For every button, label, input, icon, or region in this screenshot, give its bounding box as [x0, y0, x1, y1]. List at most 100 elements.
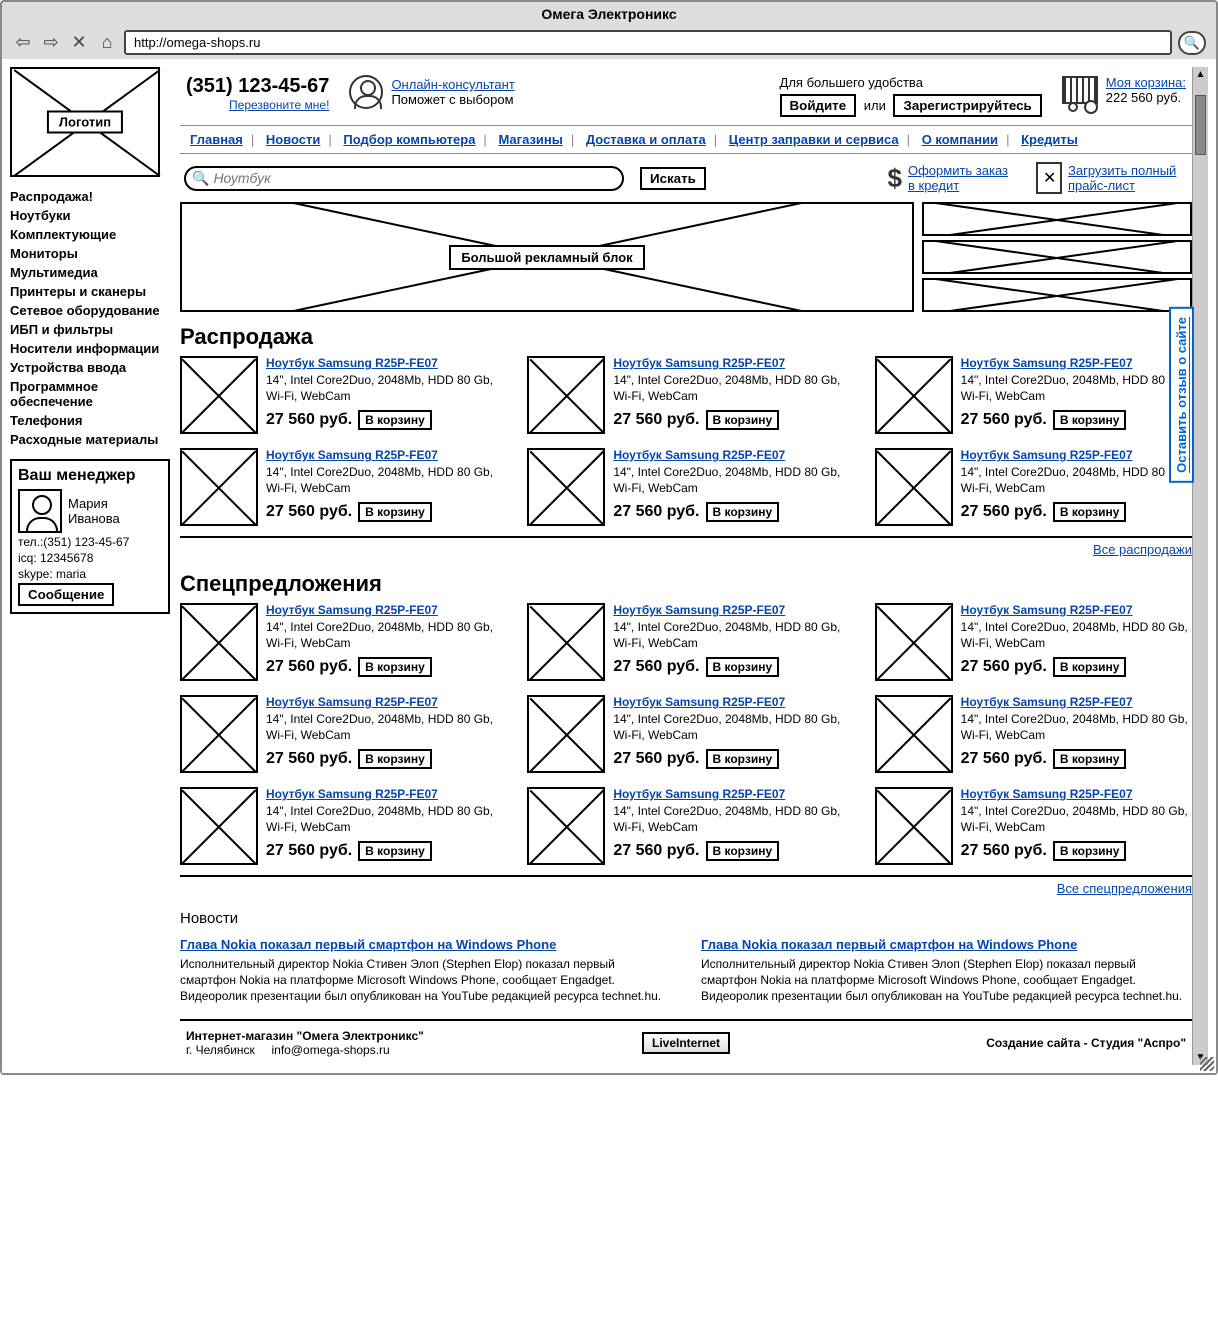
product-title-link[interactable]: Ноутбук Samsung R25P-FE07 [961, 695, 1133, 709]
product-thumb[interactable] [180, 448, 258, 526]
add-to-cart-button[interactable]: В корзину [1053, 410, 1127, 430]
nav-link[interactable]: Доставка и оплата [586, 132, 706, 147]
url-input[interactable] [124, 30, 1172, 55]
all-sales-link[interactable]: Все распродажи [1093, 542, 1192, 557]
nav-link[interactable]: Главная [190, 132, 243, 147]
category-item[interactable]: Программное обеспечение [10, 377, 170, 411]
category-item[interactable]: Распродажа! [10, 187, 170, 206]
product-thumb[interactable] [875, 695, 953, 773]
forward-icon[interactable]: ⇨ [40, 32, 62, 54]
product-title-link[interactable]: Ноутбук Samsung R25P-FE07 [961, 787, 1133, 801]
cart-icon[interactable] [1062, 76, 1098, 104]
price-list-link[interactable]: Загрузить полный прайс-лист [1068, 163, 1188, 193]
search-button[interactable]: Искать [640, 167, 706, 190]
add-to-cart-button[interactable]: В корзину [706, 749, 780, 769]
product-title-link[interactable]: Ноутбук Samsung R25P-FE07 [613, 695, 785, 709]
product-title-link[interactable]: Ноутбук Samsung R25P-FE07 [961, 356, 1133, 370]
add-to-cart-button[interactable]: В корзину [1053, 657, 1127, 677]
stop-icon[interactable]: ✕ [68, 32, 90, 54]
manager-tel: тел.:(351) 123-45-67 [18, 535, 162, 549]
add-to-cart-button[interactable]: В корзину [358, 657, 432, 677]
product-thumb[interactable] [180, 787, 258, 865]
search-input[interactable] [213, 170, 616, 186]
nav-link[interactable]: Центр заправки и сервиса [729, 132, 899, 147]
product-title-link[interactable]: Ноутбук Samsung R25P-FE07 [266, 695, 438, 709]
product-title-link[interactable]: Ноутбук Samsung R25P-FE07 [961, 603, 1133, 617]
category-item[interactable]: Телефония [10, 411, 170, 430]
news-title-link[interactable]: Глава Nokia показал первый смартфон на W… [180, 937, 556, 952]
product-title-link[interactable]: Ноутбук Samsung R25P-FE07 [266, 356, 438, 370]
add-to-cart-button[interactable]: В корзину [1053, 502, 1127, 522]
product-thumb[interactable] [180, 603, 258, 681]
product-thumb[interactable] [527, 695, 605, 773]
cart-link[interactable]: Моя корзина: [1106, 75, 1186, 90]
add-to-cart-button[interactable]: В корзину [358, 841, 432, 861]
category-item[interactable]: ИБП и фильтры [10, 320, 170, 339]
add-to-cart-button[interactable]: В корзину [358, 410, 432, 430]
all-specials-link[interactable]: Все спецпредложения [1057, 881, 1192, 896]
register-button[interactable]: Зарегистрируйтесь [893, 94, 1041, 117]
add-to-cart-button[interactable]: В корзину [706, 410, 780, 430]
scroll-up-icon[interactable]: ▲ [1193, 67, 1208, 81]
nav-link[interactable]: Кредиты [1021, 132, 1078, 147]
category-item[interactable]: Ноутбуки [10, 206, 170, 225]
small-promo-banner[interactable] [922, 202, 1192, 236]
add-to-cart-button[interactable]: В корзину [706, 841, 780, 861]
product-title-link[interactable]: Ноутбук Samsung R25P-FE07 [266, 787, 438, 801]
news-title-link[interactable]: Глава Nokia показал первый смартфон на W… [701, 937, 1077, 952]
product-title-link[interactable]: Ноутбук Samsung R25P-FE07 [613, 448, 785, 462]
liveinternet-counter[interactable]: LiveInternet [642, 1032, 730, 1054]
product-thumb[interactable] [180, 695, 258, 773]
callback-link[interactable]: Перезвоните мне! [186, 98, 329, 112]
category-item[interactable]: Комплектующие [10, 225, 170, 244]
add-to-cart-button[interactable]: В корзину [1053, 749, 1127, 769]
product-thumb[interactable] [875, 448, 953, 526]
product-title-link[interactable]: Ноутбук Samsung R25P-FE07 [266, 448, 438, 462]
add-to-cart-button[interactable]: В корзину [706, 657, 780, 677]
product-thumb[interactable] [527, 448, 605, 526]
product-title-link[interactable]: Ноутбук Samsung R25P-FE07 [613, 603, 785, 617]
product-thumb[interactable] [875, 356, 953, 434]
login-button[interactable]: Войдите [780, 94, 857, 117]
add-to-cart-button[interactable]: В корзину [358, 749, 432, 769]
nav-link[interactable]: Подбор компьютера [343, 132, 475, 147]
back-icon[interactable]: ⇦ [12, 32, 34, 54]
product-thumb[interactable] [875, 603, 953, 681]
add-to-cart-button[interactable]: В корзину [1053, 841, 1127, 861]
consultant-link[interactable]: Онлайн-консультант [391, 77, 514, 92]
category-item[interactable]: Принтеры и сканеры [10, 282, 170, 301]
small-promo-banner[interactable] [922, 240, 1192, 274]
resize-grip-icon[interactable] [1200, 1057, 1214, 1071]
nav-link[interactable]: Новости [266, 132, 321, 147]
add-to-cart-button[interactable]: В корзину [706, 502, 780, 522]
logo-placeholder: Логотип [10, 67, 160, 177]
category-item[interactable]: Расходные материалы [10, 430, 170, 449]
product-thumb[interactable] [527, 787, 605, 865]
product-thumb[interactable] [875, 787, 953, 865]
category-item[interactable]: Сетевое оборудование [10, 301, 170, 320]
product-title-link[interactable]: Ноутбук Samsung R25P-FE07 [613, 787, 785, 801]
scrollbar[interactable]: ▲ ▼ [1192, 67, 1208, 1065]
feedback-tab[interactable]: Оставить отзыв о сайте [1169, 307, 1194, 483]
category-item[interactable]: Мультимедиа [10, 263, 170, 282]
product-thumb[interactable] [527, 356, 605, 434]
product-title-link[interactable]: Ноутбук Samsung R25P-FE07 [613, 356, 785, 370]
go-button[interactable]: 🔍 [1178, 31, 1206, 55]
category-item[interactable]: Устройства ввода [10, 358, 170, 377]
big-promo-banner[interactable]: Большой рекламный блок [180, 202, 914, 312]
product-title-link[interactable]: Ноутбук Samsung R25P-FE07 [266, 603, 438, 617]
credit-order-link[interactable]: Оформить заказ в кредит [908, 163, 1018, 193]
product-thumb[interactable] [180, 356, 258, 434]
home-icon[interactable]: ⌂ [96, 32, 118, 54]
nav-link[interactable]: О компании [922, 132, 998, 147]
product-price: 27 560 руб. [266, 658, 352, 676]
add-to-cart-button[interactable]: В корзину [358, 502, 432, 522]
nav-link[interactable]: Магазины [498, 132, 562, 147]
manager-message-button[interactable]: Сообщение [18, 583, 114, 606]
product-thumb[interactable] [527, 603, 605, 681]
scroll-thumb[interactable] [1195, 95, 1206, 155]
category-item[interactable]: Мониторы [10, 244, 170, 263]
category-item[interactable]: Носители информации [10, 339, 170, 358]
small-promo-banner[interactable] [922, 278, 1192, 312]
product-title-link[interactable]: Ноутбук Samsung R25P-FE07 [961, 448, 1133, 462]
